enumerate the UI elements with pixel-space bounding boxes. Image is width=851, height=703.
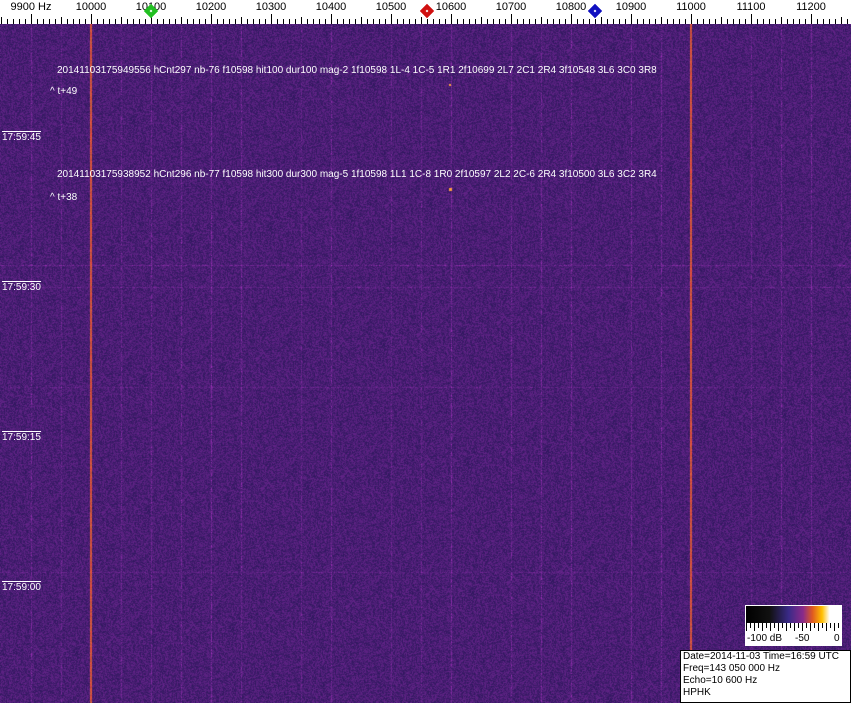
color-scale-ticks <box>746 623 839 631</box>
time-label: 17:59:15 <box>2 431 41 443</box>
colorbar-label: 0 <box>834 633 840 644</box>
freq-label: 10300 <box>255 1 287 13</box>
detection-annotation: 20141103175938952 hCnt296 nb-77 f10598 h… <box>57 169 657 180</box>
freq-label: 9900 Hz <box>10 1 52 13</box>
freq-label: 10200 <box>195 1 227 13</box>
station-name: HPHK <box>683 687 711 698</box>
detection-offset: ^ t+38 <box>50 192 78 203</box>
colorbar-label: -100 dB <box>747 633 783 644</box>
frequency: Freq=143 050 000 Hz <box>683 663 781 674</box>
info-box: Date=2014-11-03 Time=16:59 UTC Freq=143 … <box>680 650 851 703</box>
waterfall-display[interactable] <box>0 24 851 703</box>
time-label: 17:59:30 <box>2 281 41 293</box>
color-gradient <box>746 606 841 623</box>
freq-label: 10900 <box>615 1 647 13</box>
date-time: Date=2014-11-03 Time=16:59 UTC <box>683 651 840 662</box>
freq-label: 10800 <box>555 1 587 13</box>
freq-label: 10600 <box>435 1 467 13</box>
time-label: 17:59:45 <box>2 131 41 143</box>
color-scale[interactable]: -100 dB -50 0 <box>745 605 842 646</box>
detection-offset: ^ t+49 <box>50 86 78 97</box>
frequency-scale[interactable]: 9900 Hz 10000 10100 10200 10300 10400 10… <box>0 0 851 24</box>
detection-annotation: 20141103175949556 hCnt297 nb-76 f10598 h… <box>57 65 657 76</box>
freq-label: 11100 <box>736 1 766 13</box>
frequency-ticks <box>1 14 848 24</box>
freq-label: 10000 <box>75 1 107 13</box>
freq-label: 11200 <box>796 1 826 13</box>
echo-frequency: Echo=10 600 Hz <box>683 675 758 686</box>
colorbar-label: -50 <box>795 633 810 644</box>
freq-label: 11000 <box>676 1 706 13</box>
freq-label: 10400 <box>315 1 347 13</box>
freq-label: 10700 <box>495 1 527 13</box>
freq-label: 10500 <box>375 1 407 13</box>
time-label: 17:59:00 <box>2 581 41 593</box>
